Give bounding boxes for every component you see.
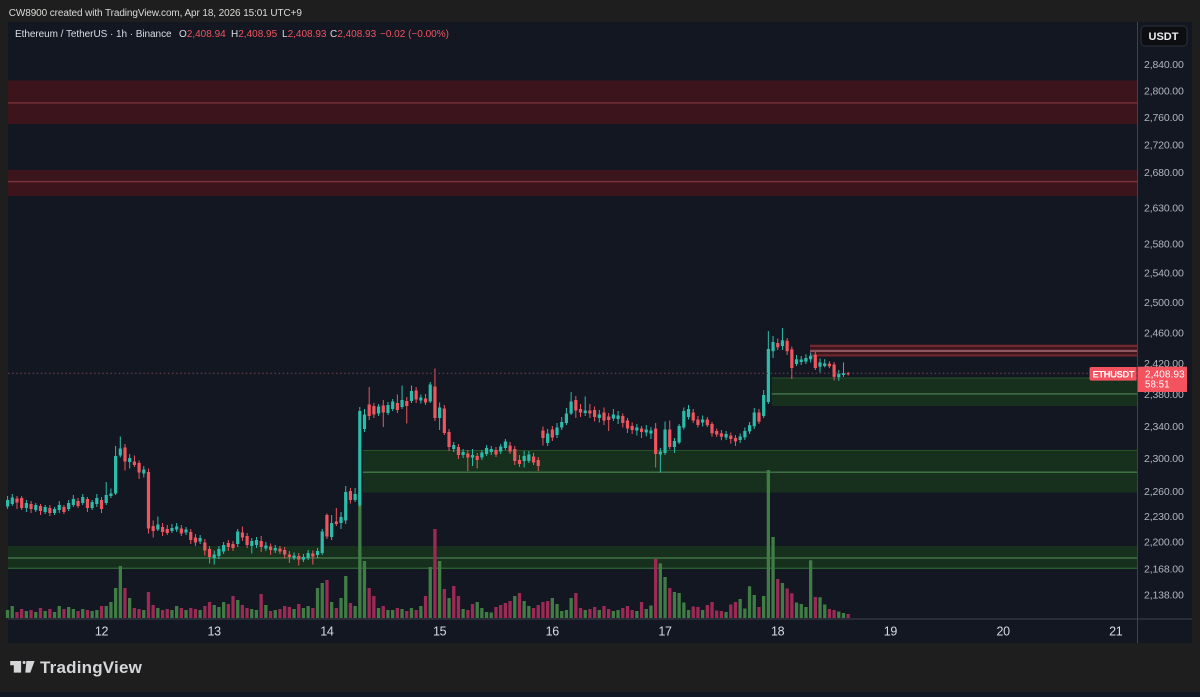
svg-text:USDT: USDT: [1149, 31, 1179, 43]
svg-text:21: 21: [1109, 625, 1123, 639]
svg-text:2,680.00: 2,680.00: [1144, 167, 1184, 179]
svg-text:2,380.00: 2,380.00: [1144, 389, 1184, 401]
svg-text:2,168.00: 2,168.00: [1144, 564, 1184, 576]
svg-text:2,630.00: 2,630.00: [1144, 202, 1184, 214]
svg-text:2,260.00: 2,260.00: [1144, 486, 1184, 498]
svg-text:12: 12: [95, 625, 109, 639]
svg-text:19: 19: [884, 625, 898, 639]
svg-text:14: 14: [320, 625, 334, 639]
svg-text:C2,408.93: C2,408.93: [330, 29, 377, 40]
svg-text:O2,408.94: O2,408.94: [179, 29, 226, 40]
svg-text:H2,408.95: H2,408.95: [231, 29, 278, 40]
svg-text:2,500.00: 2,500.00: [1144, 297, 1184, 309]
svg-text:−0.02 (−0.00%): −0.02 (−0.00%): [380, 29, 449, 40]
svg-text:2,340.00: 2,340.00: [1144, 421, 1184, 433]
svg-text:2,840.00: 2,840.00: [1144, 59, 1184, 71]
svg-text:2,580.00: 2,580.00: [1144, 238, 1184, 250]
svg-text:17: 17: [658, 625, 672, 639]
svg-text:2,230.00: 2,230.00: [1144, 511, 1184, 523]
svg-text:2,460.00: 2,460.00: [1144, 327, 1184, 339]
svg-text:15: 15: [433, 625, 447, 639]
svg-text:58:51: 58:51: [1145, 380, 1170, 391]
svg-text:13: 13: [208, 625, 222, 639]
svg-text:2,200.00: 2,200.00: [1144, 536, 1184, 548]
svg-text:16: 16: [546, 625, 560, 639]
svg-text:2,760.00: 2,760.00: [1144, 112, 1184, 124]
svg-text:2,720.00: 2,720.00: [1144, 140, 1184, 152]
svg-text:2,800.00: 2,800.00: [1144, 85, 1184, 97]
svg-text:2,300.00: 2,300.00: [1144, 453, 1184, 465]
svg-text:18: 18: [771, 625, 785, 639]
svg-text:L2,408.93: L2,408.93: [282, 29, 327, 40]
svg-text:ETHUSDT: ETHUSDT: [1092, 369, 1134, 380]
svg-text:2,408.93: 2,408.93: [1145, 369, 1185, 380]
svg-text:2,138.00: 2,138.00: [1144, 590, 1184, 602]
svg-text:2,540.00: 2,540.00: [1144, 268, 1184, 280]
svg-text:Ethereum / TetherUS · 1h · Bin: Ethereum / TetherUS · 1h · Binance: [15, 29, 172, 40]
svg-text:20: 20: [996, 625, 1010, 639]
svg-text:CW8900 created with TradingVie: CW8900 created with TradingView.com, Apr…: [9, 8, 303, 19]
svg-text:TradingView: TradingView: [40, 658, 143, 677]
